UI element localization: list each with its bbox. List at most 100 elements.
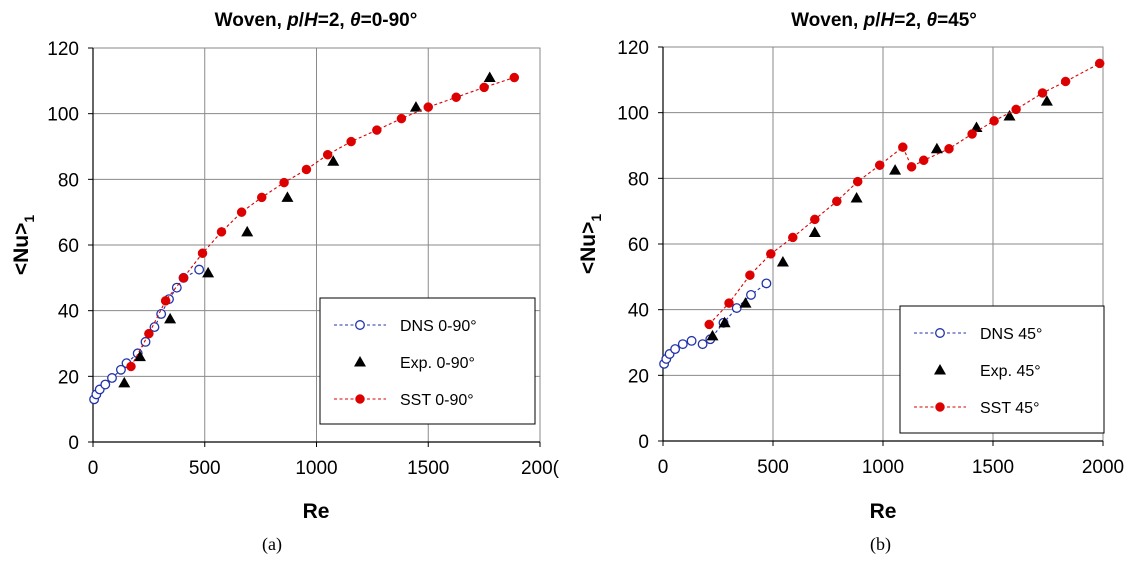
- x-tick-label: 1500: [972, 457, 1014, 478]
- y-tick-label: 100: [617, 104, 649, 125]
- chart-a-svg: 0 20 40 60 80 100 120 0 500 1000 1500 200(Woven, p/…: [10, 10, 560, 523]
- legend-b: DNS 45° Exp. 45° SST 45°: [899, 305, 1105, 434]
- y-tick-label: 0: [638, 432, 649, 453]
- y-tick-label: 80: [628, 169, 649, 190]
- y-tick-label: 60: [628, 235, 649, 256]
- data-point: [281, 191, 294, 202]
- chart-title-a: Woven, p/H=2, θ=0-90°: [215, 10, 418, 31]
- x-tick-label: 200(: [521, 458, 560, 479]
- title-part: p: [286, 10, 299, 31]
- series-b-2: [704, 58, 1105, 330]
- data-point: [140, 336, 151, 347]
- data-point: [850, 192, 863, 203]
- data-point: [874, 160, 885, 170]
- data-point: [107, 373, 117, 383]
- x-tick-label: 500: [757, 457, 789, 478]
- caption-a: (a): [262, 534, 282, 554]
- data-point: [241, 225, 254, 237]
- series-a-1: [118, 71, 496, 388]
- data-point: [808, 226, 821, 238]
- legend-marker: [355, 394, 365, 404]
- data-point: [852, 176, 863, 187]
- chart-panel-b: 0 20 40 60 80 100 120 0 500 1000 1500 2000 Woven, p/…: [567, 0, 1134, 563]
- x-tick-label: 500: [189, 458, 221, 479]
- data-point: [776, 256, 789, 267]
- title-part: =0-90°: [361, 10, 418, 31]
- y-label-main: <Nu>: [577, 222, 600, 275]
- x-axis-label-b: Re: [870, 500, 897, 523]
- data-point: [115, 364, 126, 375]
- data-point: [944, 144, 954, 154]
- y-tick-label: 80: [58, 170, 79, 191]
- data-point: [327, 155, 340, 166]
- data-point: [1094, 58, 1105, 69]
- data-point: [1037, 88, 1048, 98]
- title-part: H: [880, 10, 895, 31]
- series-b-1: [706, 95, 1053, 341]
- chart-panel-a: 0 20 40 60 80 100 120 0 500 1000 1500 200(Woven, p/…: [10, 10, 560, 554]
- data-point: [704, 319, 714, 330]
- x-axis-label-a: Re: [303, 500, 330, 523]
- data-point: [509, 72, 520, 83]
- title-part: =2,: [894, 10, 926, 31]
- x-tick-label: 0: [658, 457, 669, 478]
- data-point: [1011, 104, 1021, 115]
- data-point: [970, 121, 983, 132]
- title-part: /: [875, 10, 881, 31]
- title-part: Woven,: [791, 10, 864, 31]
- title-part: H: [304, 10, 319, 31]
- data-point: [396, 113, 407, 124]
- title-part: =45°: [937, 10, 977, 31]
- data-point: [423, 102, 433, 112]
- data-point: [766, 249, 776, 259]
- data-point: [160, 296, 171, 306]
- y-tick-label: 120: [47, 39, 79, 60]
- data-point: [171, 282, 182, 293]
- data-point: [372, 125, 382, 135]
- data-point: [889, 164, 902, 175]
- y-tick-label: 100: [47, 105, 79, 126]
- data-point: [810, 214, 820, 225]
- title-part: =2,: [318, 10, 350, 31]
- data-point: [301, 164, 312, 175]
- series-a-2: [126, 72, 520, 372]
- data-point: [322, 149, 333, 160]
- data-point: [256, 192, 267, 203]
- data-point: [1040, 95, 1053, 106]
- data-point: [670, 344, 681, 355]
- data-point: [788, 232, 798, 243]
- series-b-0: [659, 278, 772, 369]
- data-point: [451, 92, 461, 102]
- data-point: [133, 350, 146, 362]
- legend-marker: [935, 328, 945, 338]
- title-part: θ: [926, 10, 937, 31]
- legend-marker: [935, 402, 945, 412]
- data-point: [479, 82, 489, 93]
- data-point: [906, 162, 917, 172]
- data-point: [178, 273, 189, 283]
- legend-marker: [354, 356, 366, 367]
- y-label-subscript: 1: [21, 215, 37, 223]
- legend-label: DNS 0-90°: [400, 318, 477, 335]
- data-point: [989, 116, 999, 126]
- y-tick-label: 0: [68, 433, 79, 454]
- data-point: [918, 155, 929, 166]
- legend-marker: [934, 364, 946, 375]
- title-part: θ: [350, 10, 361, 31]
- legend-label: DNS 45°: [980, 326, 1042, 343]
- y-tick-label: 40: [58, 302, 79, 323]
- data-point: [197, 248, 208, 258]
- x-tick-label: 1000: [295, 458, 337, 479]
- y-tick-label: 20: [628, 366, 649, 387]
- chart-b-svg: 0 20 40 60 80 100 120 0 500 1000 1500 2000 Woven, p/…: [577, 10, 1124, 523]
- data-point: [718, 316, 731, 328]
- y-tick-label: 120: [617, 38, 649, 59]
- data-point: [236, 207, 247, 217]
- data-point: [832, 196, 842, 207]
- y-label-subscript: 1: [588, 214, 604, 222]
- data-point: [216, 227, 227, 237]
- data-point: [279, 177, 289, 188]
- caption-b: (b): [870, 534, 891, 554]
- data-point: [118, 376, 131, 388]
- data-point: [1003, 109, 1016, 121]
